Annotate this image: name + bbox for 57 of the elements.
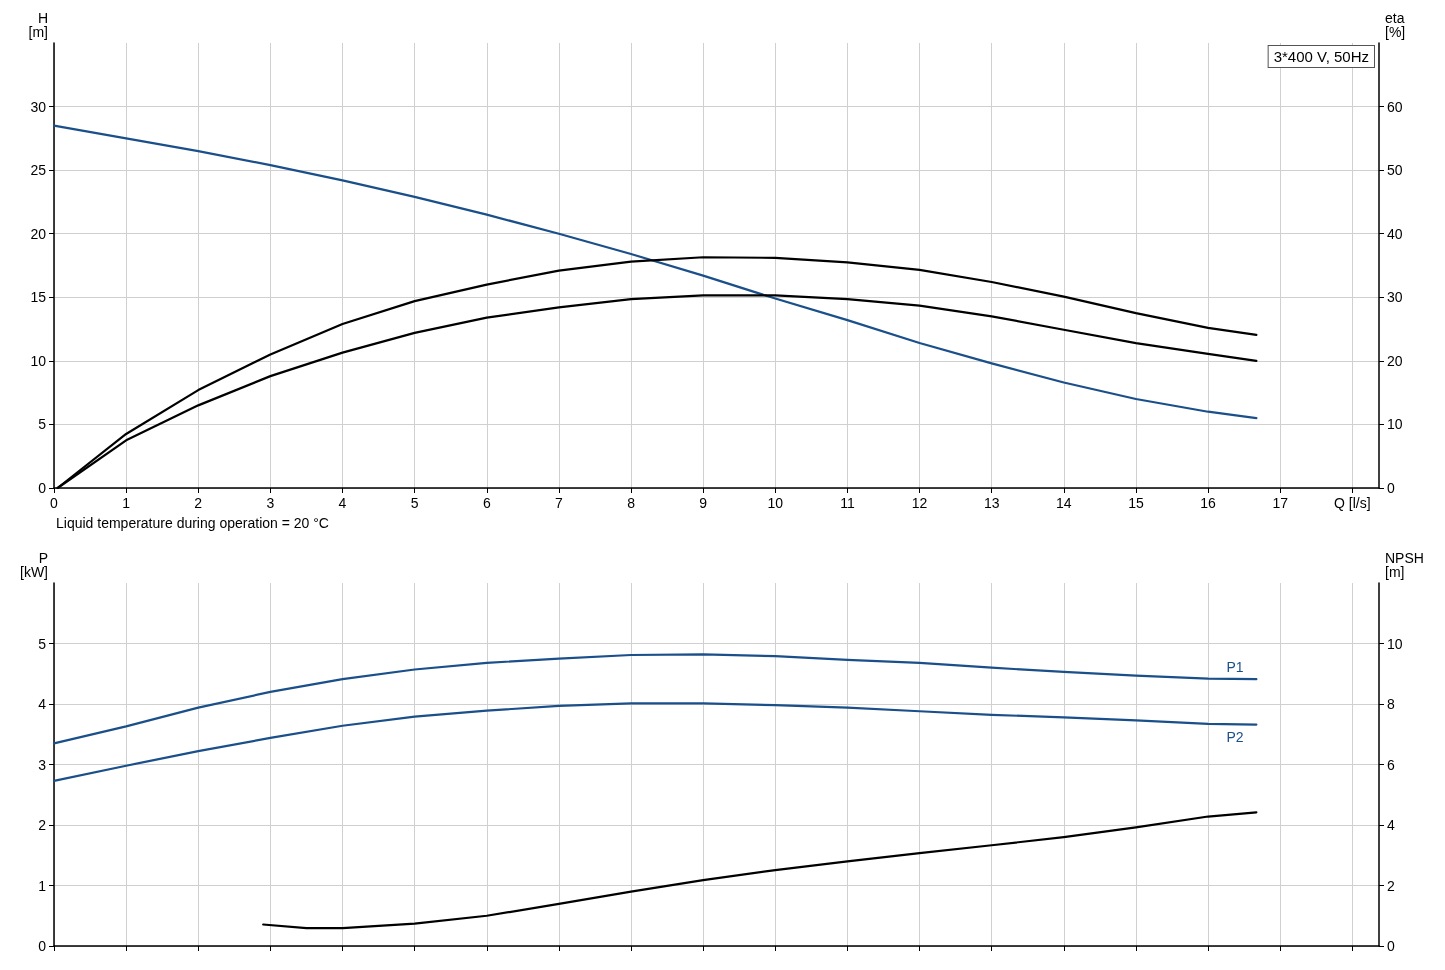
y-tick-label: 1 (38, 877, 47, 894)
y2-tick-label: 10 (1387, 416, 1403, 433)
y-tick-label: 5 (38, 635, 47, 652)
y2-tick-label: 30 (1387, 289, 1403, 306)
y-tick-label: 4 (38, 696, 47, 712)
x-tick-label: 12 (911, 495, 928, 511)
y-tick-label: 15 (30, 289, 47, 306)
y2-tick-label: 50 (1387, 162, 1403, 179)
x-tick-label: 3 (266, 495, 275, 511)
y2-tick-label: 4 (1387, 817, 1395, 833)
x-tick-label: 8 (627, 495, 636, 511)
y-tick-label: 25 (30, 162, 47, 179)
x-tick-label: 1 (122, 495, 131, 511)
annotation: 3*400 V, 50Hz (1273, 48, 1370, 65)
x-tick-label: 11 (840, 495, 855, 511)
y2-tick-label: 0 (1387, 938, 1395, 954)
x-tick-label: 5 (410, 495, 419, 511)
x-tick-label: 6 (482, 495, 491, 511)
line-series (52, 653, 1258, 745)
y2-tick-label: 60 (1387, 98, 1403, 115)
y-tick-label: 2 (38, 817, 47, 833)
y2-tick-label: 10 (1387, 635, 1403, 652)
y-tick-label: 3 (38, 756, 47, 773)
y2-tick-label: 6 (1387, 756, 1395, 773)
y2-tick-label: 2 (1387, 877, 1395, 894)
series-label: P2 (1226, 728, 1244, 745)
y2-axis-title: eta [%] (1385, 10, 1406, 40)
x-tick-label: 0 (50, 495, 59, 511)
y-tick-label: 10 (30, 352, 47, 369)
y-axis-title: P [kW] (20, 550, 48, 580)
x-tick-label: 16 (1200, 495, 1217, 511)
series-label: P1 (1226, 659, 1244, 676)
x-tick-label: 7 (555, 495, 563, 511)
y2-tick-label: 20 (1387, 352, 1403, 369)
y-axis-title: H [m] (28, 10, 48, 40)
y2-tick-label: 0 (1387, 480, 1395, 496)
text: Liquid temperature during operation = 20 °C (56, 515, 329, 531)
y-tick-label: 0 (38, 938, 47, 954)
y2-tick-label: 8 (1387, 696, 1395, 712)
y2-tick-label: 40 (1387, 225, 1403, 242)
y2-axis-title: NPSH [m] (1385, 550, 1424, 580)
line-series (52, 124, 1258, 420)
x-axis-title: Q [l/s] (1334, 495, 1371, 511)
line-series (262, 811, 1258, 930)
y-tick-label: 30 (30, 98, 47, 115)
x-tick-label: 17 (1272, 495, 1289, 511)
y-tick-label: 5 (38, 416, 47, 433)
x-tick-label: 14 (1056, 495, 1072, 511)
x-tick-label: 2 (194, 495, 203, 511)
y-tick-label: 0 (38, 480, 47, 496)
x-tick-label: 4 (338, 495, 347, 511)
line-series (52, 702, 1258, 782)
x-tick-label: 15 (1128, 495, 1144, 511)
x-tick-label: 9 (699, 495, 708, 511)
x-tick-label: 10 (767, 495, 784, 511)
x-tick-label: 13 (983, 495, 1000, 511)
y-tick-label: 20 (30, 225, 47, 242)
